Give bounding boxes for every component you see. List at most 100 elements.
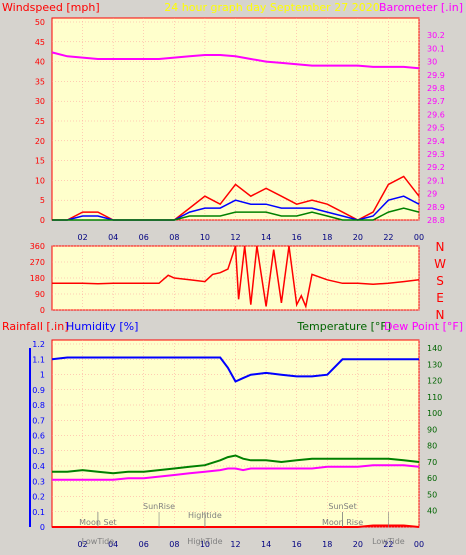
humidity-y-tick-label: 0.2 (32, 493, 45, 502)
barometer-y-tick-label: 29.9 (427, 71, 445, 80)
humidity-series-line (51, 356, 419, 383)
temperature-y-tick-label: 130 (427, 360, 442, 369)
dewpoint-title: Dew Point [°F] (384, 320, 463, 333)
event-annotation-label: LowTide (82, 537, 115, 546)
temperature-y-tick-label: 70 (427, 458, 437, 467)
wind-x-tick-label: 04 (108, 233, 118, 242)
windspeed-title: Windspeed [mph] (2, 1, 100, 14)
temperature-title: Temperature [°F] (296, 320, 391, 333)
compass-label: W (434, 257, 446, 271)
direction-y-tick-label: 0 (40, 306, 45, 315)
barometer-y-tick-label: 29.4 (427, 137, 445, 146)
compass-label: N (436, 308, 445, 322)
barometer-y-tick-label: 30.1 (427, 44, 445, 53)
barometer-y-tick-label: 29.2 (427, 163, 445, 172)
wind-series-line (52, 207, 420, 221)
compass-label: S (436, 274, 444, 288)
humidity-y-tick-label: 0.3 (32, 477, 45, 486)
barometer-y-tick-label: 28.8 (427, 216, 445, 225)
wind-y-tick-label: 15 (35, 157, 45, 166)
barometer-title: Barometer [.in] (379, 1, 463, 14)
direction-y-tick-label: 360 (30, 242, 45, 251)
humidity-x-tick-label: 22 (383, 540, 393, 549)
wind-y-tick-label: 10 (35, 176, 45, 185)
compass-label: E (436, 291, 444, 305)
humidity-x-tick-label: 00 (414, 540, 424, 549)
wind-y-tick-label: 35 (35, 77, 45, 86)
humidity-y-tick-label: 0.7 (32, 416, 45, 425)
humidity-x-tick-label: 14 (261, 540, 271, 549)
barometer-y-tick-label: 30 (427, 58, 437, 67)
humidity-y-tick-label: 0.8 (32, 401, 45, 410)
humidity-x-tick-label: 02 (77, 540, 87, 549)
wind-x-tick-label: 12 (230, 233, 240, 242)
humidity-series-line (52, 524, 420, 528)
event-annotation-label: SunSet (328, 502, 356, 511)
compass-label: N (436, 240, 445, 254)
humidity-y-tick-label: 0.5 (32, 447, 45, 456)
event-annotation-label: LowTide (372, 537, 405, 546)
barometer-y-tick-label: 29.6 (427, 110, 445, 119)
event-annotation-label: HighTide (187, 537, 222, 546)
date-title: 24 hour graph day September 27 2020 (164, 1, 379, 14)
wind-y-tick-label: 50 (35, 18, 45, 27)
wind-x-tick-label: 18 (322, 233, 332, 242)
wind-y-tick-label: 0 (40, 216, 45, 225)
event-annotation-label: SunRise (143, 502, 175, 511)
temperature-y-tick-label: 110 (427, 393, 442, 402)
barometer-y-tick-label: 29.3 (427, 150, 445, 159)
temperature-y-tick-label: 60 (427, 474, 437, 483)
temperature-y-tick-label: 120 (427, 377, 442, 386)
wind-x-tick-label: 16 (292, 233, 302, 242)
humidity-y-tick-label: 0.1 (32, 508, 45, 517)
direction-y-tick-label: 180 (30, 274, 45, 283)
humidity-y-tick-label: 1.2 (32, 340, 45, 349)
humidity-x-tick-label: 04 (108, 540, 118, 549)
barometer-y-tick-label: 29.1 (427, 176, 445, 185)
wind-x-tick-label: 08 (169, 233, 179, 242)
humidity-x-tick-label: 08 (169, 540, 179, 549)
wind-x-tick-label: 10 (200, 233, 210, 242)
rainfall-title: Rainfall [.in] (2, 320, 69, 333)
direction-series-line (52, 245, 420, 309)
humidity-y-tick-label: 0 (40, 523, 45, 532)
wind-x-tick-label: 06 (139, 233, 149, 242)
wind-x-tick-label: 22 (383, 233, 393, 242)
direction-y-tick-label: 90 (35, 290, 45, 299)
temperature-y-tick-label: 40 (427, 507, 437, 516)
humidity-title: Humidity [%] (66, 320, 138, 333)
wind-x-tick-label: 02 (77, 233, 87, 242)
humidity-series-line (52, 464, 420, 481)
wind-x-tick-label: 00 (414, 233, 424, 242)
wind-y-tick-label: 25 (35, 117, 45, 126)
temperature-y-tick-label: 140 (427, 344, 442, 353)
barometer-y-tick-label: 29.8 (427, 84, 445, 93)
wind-y-tick-label: 5 (40, 196, 45, 205)
barometer-y-tick-label: 30.2 (427, 31, 445, 40)
humidity-series-line (52, 454, 420, 475)
wind-y-tick-label: 45 (35, 38, 45, 47)
wind-x-tick-label: 14 (261, 233, 271, 242)
humidity-x-tick-label: 18 (322, 540, 332, 549)
humidity-y-tick-label: 0.4 (32, 462, 45, 471)
wind-y-tick-label: 40 (35, 58, 45, 67)
event-annotation-label: Moon Rise (322, 518, 363, 527)
direction-y-tick-label: 270 (30, 258, 45, 267)
humidity-y-tick-label: 1 (40, 371, 45, 380)
humidity-x-tick-label: 06 (139, 540, 149, 549)
humidity-x-tick-label: 20 (353, 540, 363, 549)
humidity-y-tick-label: 0.9 (32, 386, 45, 395)
humidity-y-tick-label: 0.6 (32, 432, 45, 441)
wind-x-tick-label: 20 (353, 233, 363, 242)
temperature-y-tick-label: 90 (427, 425, 437, 434)
barometer-y-tick-label: 29 (427, 190, 437, 199)
humidity-x-tick-label: 10 (200, 540, 210, 549)
humidity-y-tick-label: 1.1 (32, 355, 45, 364)
temperature-y-tick-label: 100 (427, 409, 442, 418)
barometer-y-tick-label: 28.9 (427, 203, 445, 212)
temperature-y-tick-label: 50 (427, 490, 437, 499)
wind-y-tick-label: 30 (35, 97, 45, 106)
barometer-y-tick-label: 29.5 (427, 124, 445, 133)
